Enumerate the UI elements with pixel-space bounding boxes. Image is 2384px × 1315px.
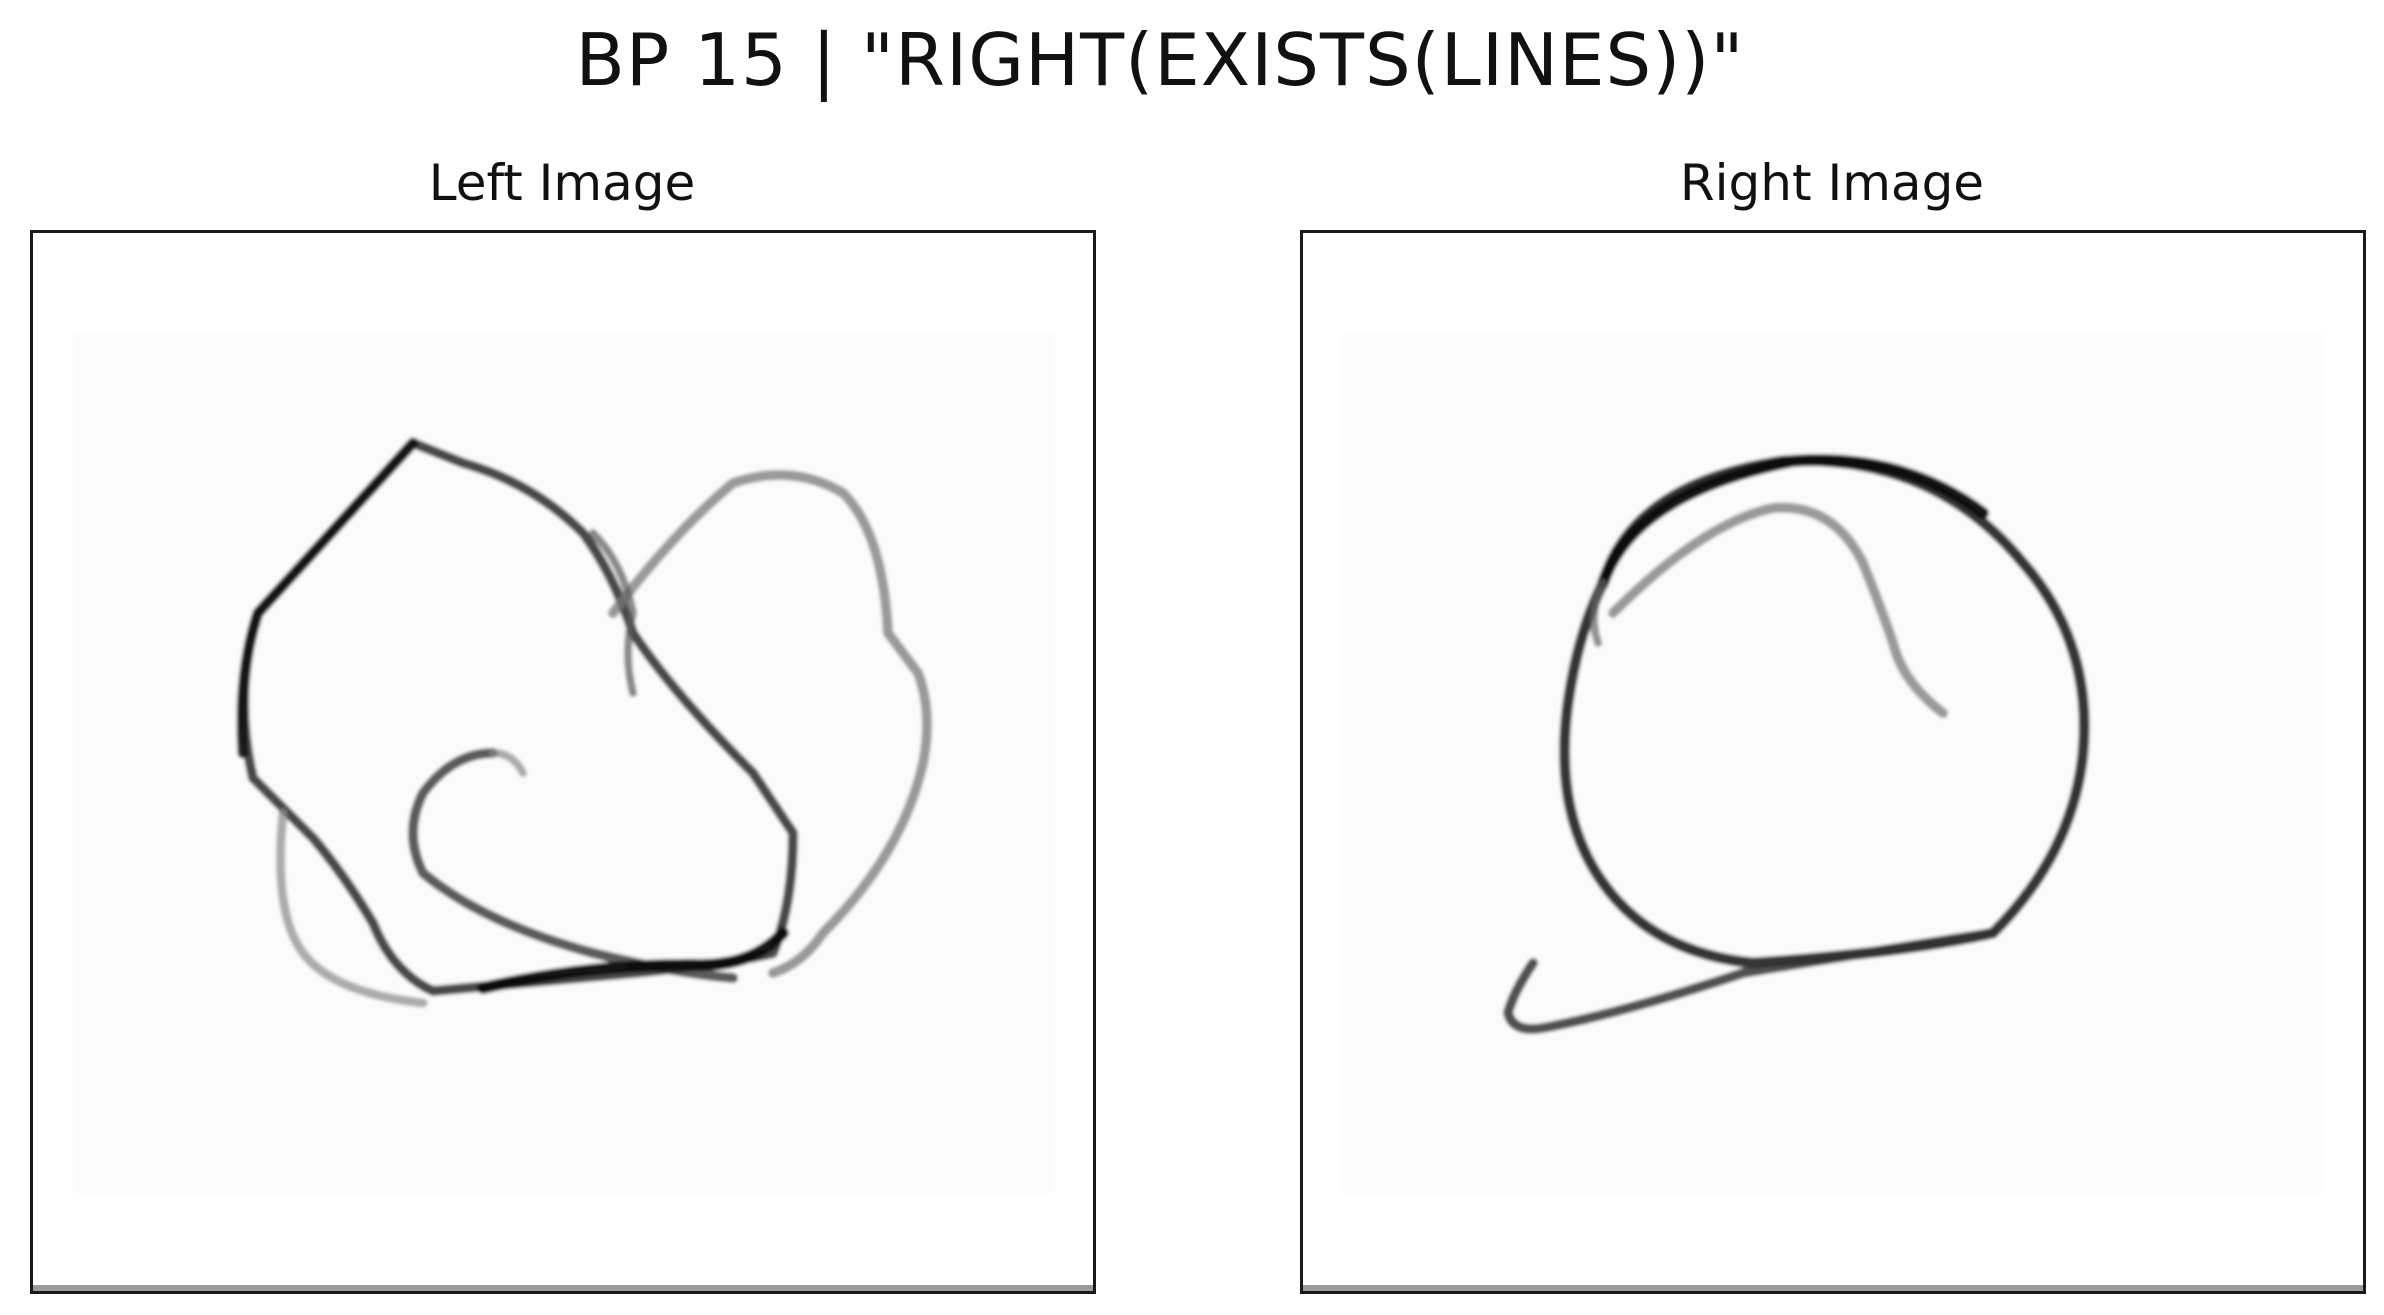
bottom-tail bbox=[1503, 928, 1998, 1034]
top-arc bbox=[1597, 454, 1989, 589]
right-image-frame bbox=[1300, 230, 2366, 1294]
right-panel-title: Right Image bbox=[1679, 154, 1985, 212]
right-loop bbox=[608, 470, 932, 978]
top-left-edge bbox=[236, 437, 419, 759]
left-image-frame bbox=[30, 230, 1096, 1294]
background-haze bbox=[1343, 333, 2323, 1193]
inner-hook bbox=[1608, 502, 1948, 718]
square-stroke bbox=[239, 438, 798, 996]
left-lip bbox=[1590, 579, 1607, 647]
background-haze bbox=[73, 333, 1053, 1193]
bottom-dark-stroke bbox=[477, 927, 789, 994]
figure-title: BP 15 | "RIGHT(EXISTS(LINES))" bbox=[575, 18, 1745, 102]
right-drawing bbox=[1343, 333, 2323, 1193]
left-lower-loop bbox=[276, 808, 428, 1008]
left-panel-title: Left Image bbox=[428, 154, 696, 212]
inner-hook-tip bbox=[489, 749, 527, 777]
loop-link bbox=[589, 529, 637, 697]
left-drawing bbox=[73, 333, 1053, 1193]
